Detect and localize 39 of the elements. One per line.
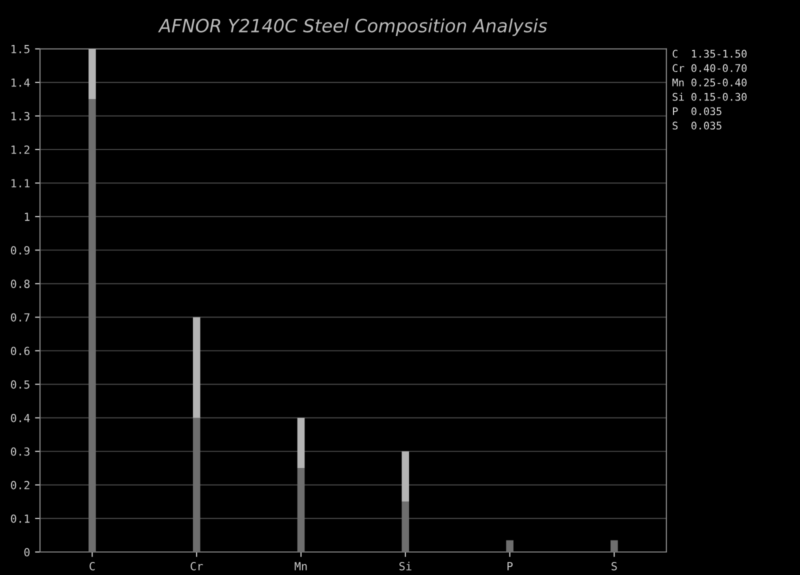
- bar: [402, 451, 410, 502]
- bar: [192, 317, 200, 418]
- bar: [402, 502, 410, 552]
- text: C 1.35-1.50: [672, 50, 747, 58]
- text: P 0.035: [673, 107, 722, 116]
- x-tick-label: Mn: [294, 562, 307, 570]
- y-tick-label: 0.6: [10, 346, 30, 356]
- y-tick-label: 0.7: [10, 313, 30, 322]
- bar: [88, 99, 96, 552]
- y-tick-label: 1.2: [12, 146, 30, 154]
- text: Si 0.15-0.30: [672, 92, 747, 101]
- y-tick-label: 0.1: [10, 514, 30, 523]
- y-tick-label: 1: [24, 212, 30, 221]
- bar: [297, 468, 305, 552]
- y-tick-label: 0.9: [10, 246, 30, 255]
- bar: [506, 540, 514, 552]
- chart-title: AFNOR Y2140C Steel Composition Analysis: [158, 18, 548, 36]
- x-tick-label: C: [90, 562, 95, 570]
- y-tick-label: 1.1: [12, 179, 30, 188]
- y-tick-label: 1.3: [12, 112, 30, 120]
- text: Mn 0.25-0.40: [672, 78, 747, 86]
- text: Cr 0.40-0.70: [672, 64, 747, 72]
- bar: [610, 540, 618, 552]
- y-tick-label: 0.5: [10, 380, 30, 389]
- x-tick-label: Cr: [190, 562, 203, 570]
- y-tick-label: 0.3: [10, 447, 30, 456]
- bar: [88, 48, 96, 100]
- x-tick-label: S: [612, 562, 617, 570]
- y-tick-label: 1.5: [12, 45, 30, 54]
- y-tick-label: 0.2: [10, 480, 30, 490]
- x-tick-label: Si: [399, 562, 412, 570]
- y-tick-label: 1.4: [12, 78, 30, 87]
- text: S 0.035: [672, 122, 722, 130]
- bar: [297, 418, 305, 468]
- y-tick-label: 0: [24, 548, 30, 556]
- bar: [192, 418, 200, 552]
- y-tick-label: 0.4: [10, 414, 30, 422]
- y-tick-label: 0.8: [10, 280, 30, 288]
- x-tick-label: P: [508, 562, 513, 570]
